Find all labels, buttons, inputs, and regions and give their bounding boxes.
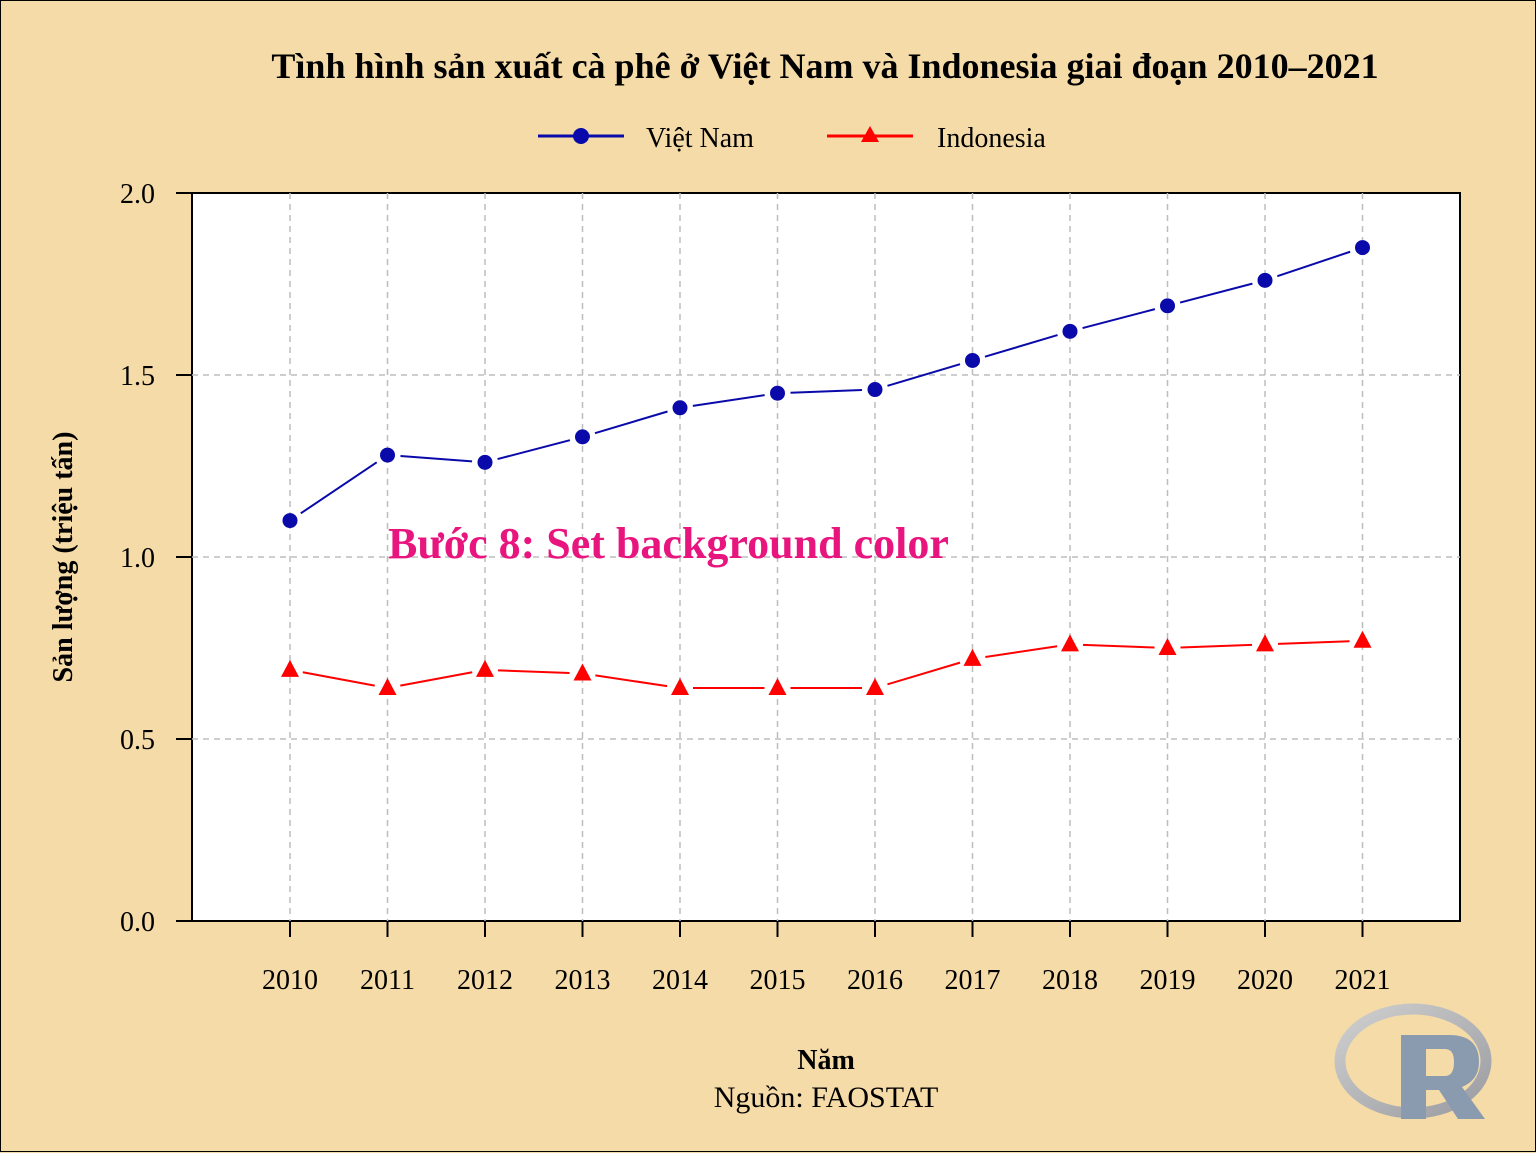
data-point	[573, 663, 592, 681]
chart-title: Tình hình sản xuất cà phê ở Việt Nam và …	[271, 46, 1378, 86]
data-point	[1353, 630, 1372, 648]
x-axis: 2010 2011 2012 2013 2014 2015 2016 2017 2018 2019…	[262, 921, 1391, 996]
data-point	[575, 429, 590, 445]
series-segment	[1082, 643, 1155, 649]
series-segment	[595, 674, 668, 688]
x-tick-label: 2019	[1140, 965, 1196, 996]
legend-marker-indonesia	[861, 126, 879, 142]
x-tick-label: 2016	[847, 965, 903, 996]
step-annotation: Bước 8: Set background color	[388, 519, 949, 568]
data-point	[477, 454, 493, 470]
x-tick-label: 2010	[262, 965, 318, 996]
data-point	[672, 400, 688, 416]
series-segment	[1082, 308, 1156, 330]
series-segment	[497, 669, 570, 674]
legend-item-indonesia: Indonesia	[827, 123, 1046, 154]
series-segment	[692, 394, 765, 407]
series-indonesia	[281, 630, 1372, 696]
data-series	[281, 240, 1372, 696]
series-segment	[594, 410, 668, 435]
y-tick-label: 1.0	[120, 543, 155, 574]
series-segment	[300, 461, 378, 515]
data-point	[378, 678, 397, 696]
x-tick-label: 2017	[945, 965, 1001, 996]
y-tick-label: 2.0	[120, 179, 155, 210]
data-point	[281, 659, 299, 677]
x-tick-label: 2021	[1335, 965, 1391, 996]
data-point	[1257, 272, 1273, 288]
series-segment	[1277, 250, 1351, 278]
x-axis-title: Năm	[797, 1045, 855, 1076]
x-tick-label: 2018	[1042, 965, 1098, 996]
data-point	[965, 352, 980, 368]
series-segment	[1277, 640, 1350, 645]
series-segment	[887, 363, 961, 387]
x-tick-label: 2013	[555, 965, 611, 996]
series-segment	[790, 389, 863, 394]
series-vietnam	[282, 240, 1370, 529]
x-tick-label: 2015	[750, 965, 806, 996]
legend-label-indonesia: Indonesia	[937, 123, 1046, 154]
r-logo	[1334, 1003, 1492, 1119]
data-point	[476, 659, 494, 677]
series-segment	[302, 671, 375, 687]
gridlines	[192, 193, 1460, 921]
data-point	[380, 447, 395, 463]
y-axis-title: Sản lượng (triệu tấn)	[48, 432, 79, 683]
series-segment	[400, 455, 473, 463]
x-tick-label: 2020	[1237, 965, 1293, 996]
data-point	[1061, 634, 1079, 652]
y-tick-label: 0.0	[120, 907, 155, 938]
y-axis: 0.0 0.5 1.0 1.5 2.0	[120, 179, 192, 938]
data-point	[1256, 634, 1274, 652]
data-point	[1160, 298, 1175, 314]
x-tick-label: 2012	[457, 965, 513, 996]
data-point	[671, 678, 689, 696]
data-point	[963, 648, 982, 666]
data-point	[1158, 638, 1177, 655]
data-point	[867, 382, 883, 398]
data-point	[770, 385, 785, 401]
data-point	[866, 678, 884, 696]
source-caption: Nguồn: FAOSTAT	[714, 1081, 939, 1114]
y-tick-label: 0.5	[120, 725, 155, 756]
data-point	[768, 678, 787, 696]
series-segment	[497, 439, 571, 461]
legend-marker-vietnam	[573, 128, 589, 144]
data-point	[282, 513, 298, 529]
data-point	[1355, 240, 1370, 256]
x-tick-label: 2011	[360, 965, 415, 996]
series-segment	[984, 334, 1058, 358]
data-point	[1062, 323, 1078, 339]
x-tick-label: 2014	[652, 965, 708, 996]
series-segment	[1179, 282, 1253, 304]
series-segment	[985, 645, 1058, 658]
y-tick-label: 1.5	[120, 361, 155, 392]
series-segment	[400, 671, 473, 687]
series-segment	[1180, 643, 1253, 649]
legend-item-vietnam: Việt Nam	[538, 123, 754, 154]
series-segment	[887, 661, 961, 686]
legend: Việt Nam Indonesia	[538, 123, 1046, 154]
legend-label-vietnam: Việt Nam	[646, 123, 754, 154]
